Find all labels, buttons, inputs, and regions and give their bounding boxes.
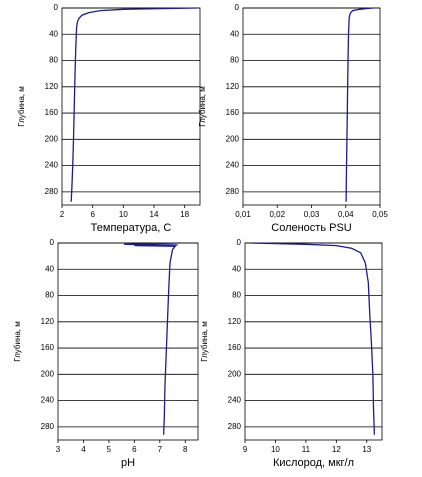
y-tick-label: 160 — [228, 343, 242, 352]
y-tick-label: 80 — [49, 56, 58, 65]
x-tick-label: 4 — [81, 445, 86, 454]
y-tick-label: 80 — [45, 291, 54, 300]
y-tick-label: 200 — [41, 369, 55, 378]
y-tick-label: 240 — [41, 396, 55, 405]
y-tick-label: 0 — [50, 238, 55, 247]
y-tick-label: 280 — [41, 422, 55, 431]
x-tick-label: 13 — [362, 445, 371, 454]
y-tick-label: 0 — [54, 3, 59, 12]
x-tick-label: 18 — [180, 210, 189, 219]
x-axis-label: pH — [121, 457, 135, 469]
y-axis-label: Глубина, м — [198, 86, 207, 127]
plot-frame — [61, 7, 201, 206]
x-tick-label: 8 — [183, 445, 188, 454]
x-axis-label: Кислород, мкг/л — [273, 457, 354, 469]
x-tick-label: 11 — [302, 445, 311, 454]
y-tick-label: 40 — [45, 264, 54, 273]
panel: 0 40 80 120 160 200 240 280 9 10 11 12 13 Кислород, м… — [200, 238, 383, 469]
y-tick-label: 200 — [45, 134, 59, 143]
y-tick-label: 240 — [226, 161, 240, 170]
y-tick-label: 240 — [228, 396, 242, 405]
y-tick-label: 120 — [41, 317, 55, 326]
y-tick-label: 200 — [228, 369, 242, 378]
x-tick-label: 12 — [332, 445, 341, 454]
y-tick-label: 280 — [228, 422, 242, 431]
y-tick-label: 240 — [45, 161, 59, 170]
y-tick-label: 160 — [41, 343, 55, 352]
y-tick-label: 0 — [237, 238, 242, 247]
y-tick-label: 200 — [226, 134, 240, 143]
x-tick-label: 14 — [150, 210, 159, 219]
x-tick-label: 0,02 — [269, 210, 285, 219]
x-tick-label: 10 — [119, 210, 128, 219]
y-axis-label: Глубина, м — [17, 86, 26, 127]
x-axis-label: Соленость PSU — [271, 222, 352, 234]
plot-frame — [244, 242, 383, 441]
y-tick-label: 40 — [230, 29, 239, 38]
panel: 0 40 80 120 160 200 240 280 0,01 0,02 0,03 0,04 0,05… — [198, 3, 388, 234]
y-tick-label: 120 — [45, 82, 59, 91]
x-tick-label: 2 — [60, 210, 65, 219]
x-tick-label: 0,03 — [304, 210, 320, 219]
profile-line — [124, 242, 181, 435]
x-tick-label: 0,05 — [372, 210, 388, 219]
y-axis-label: Глубина, м — [13, 321, 22, 362]
y-tick-label: 160 — [45, 108, 59, 117]
panel: 0 40 80 120 160 200 240 280 3 4 5 6 7 8 pH Глубина, м — [13, 238, 199, 469]
x-tick-label: 0,01 — [235, 210, 251, 219]
y-tick-label: 40 — [232, 264, 241, 273]
y-tick-label: 40 — [49, 29, 58, 38]
profile-line — [70, 7, 197, 202]
x-tick-label: 0,04 — [338, 210, 354, 219]
plot-frame — [57, 242, 199, 441]
y-tick-label: 120 — [226, 82, 240, 91]
y-axis-label: Глубина, м — [200, 321, 209, 362]
x-tick-label: 6 — [132, 445, 137, 454]
profile-line — [251, 242, 376, 435]
x-tick-label: 10 — [271, 445, 280, 454]
y-tick-label: 80 — [232, 291, 241, 300]
x-axis-label: Температура, С — [91, 222, 172, 234]
y-tick-label: 120 — [228, 317, 242, 326]
x-tick-label: 7 — [158, 445, 163, 454]
profile-line — [345, 7, 374, 202]
y-tick-label: 280 — [45, 187, 59, 196]
x-tick-label: 9 — [243, 445, 248, 454]
y-tick-label: 280 — [226, 187, 240, 196]
y-tick-label: 160 — [226, 108, 240, 117]
y-tick-label: 0 — [235, 3, 240, 12]
x-tick-label: 5 — [107, 445, 112, 454]
panel: 0 40 80 120 160 200 240 280 2 6 10 14 18 Температура,… — [17, 3, 201, 234]
x-tick-label: 3 — [56, 445, 61, 454]
y-tick-label: 80 — [230, 56, 239, 65]
x-tick-label: 6 — [90, 210, 95, 219]
plot-frame — [242, 7, 381, 206]
